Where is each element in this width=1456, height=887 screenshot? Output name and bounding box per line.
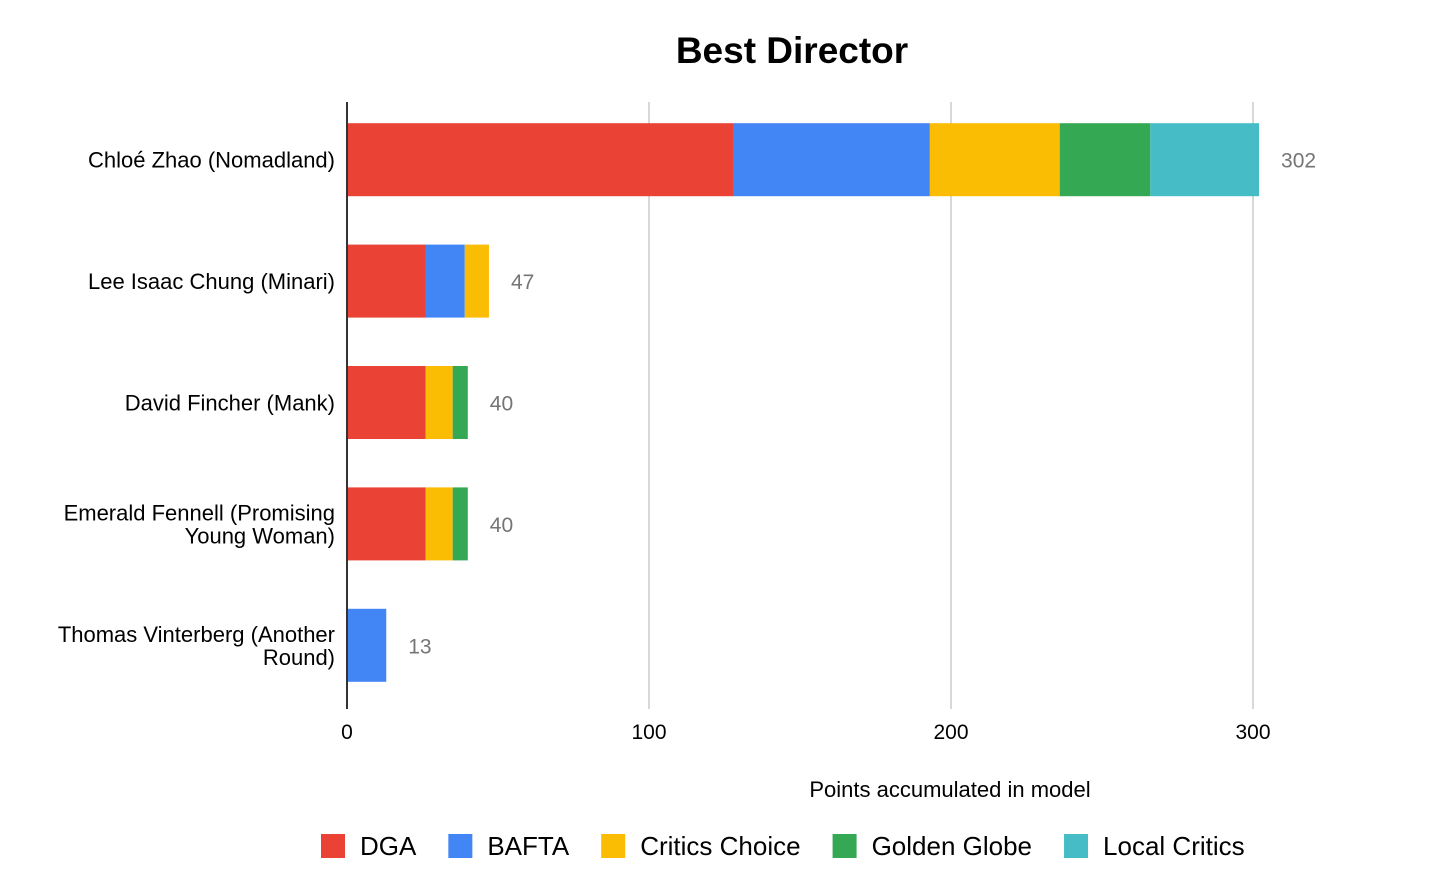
x-axis-title: Points accumulated in model [809,777,1090,802]
x-tick-label: 100 [631,721,666,744]
category-label: Lee Isaac Chung (Minari) [88,269,335,294]
legend: DGA BAFTA Critics Choice Golden Globe Local … [321,831,1245,861]
legend-swatch [832,834,857,858]
bar-segment [1059,123,1151,197]
bar-segment [347,487,426,561]
total-labels: 302 47 40 40 13 [408,150,1316,659]
bar-segment [347,244,426,318]
legend-swatch [601,834,626,858]
x-tick-labels: 0 100 200 300 [341,721,1270,744]
category-label-line: Emerald Fennell (Promising [64,500,335,525]
bar-segment [347,608,387,682]
bar-segment [425,244,465,318]
category-label-line: Chloé Zhao (Nomadland) [88,148,335,173]
category-label: Thomas Vinterberg (Another Round) [58,622,335,670]
legend-label: DGA [360,831,417,861]
category-label-line: Round) [263,645,335,670]
x-tick-label: 200 [933,721,968,744]
total-label: 47 [511,271,534,294]
total-label: 40 [490,514,513,537]
category-label-line: Thomas Vinterberg (Another [58,622,335,647]
bar-segment [425,487,453,561]
gridlines [648,102,1254,709]
category-label-line: Young Woman) [185,523,335,548]
bar-segment [733,123,930,197]
legend-label: BAFTA [487,831,570,861]
total-label: 13 [408,635,431,658]
legend-swatch [1064,834,1089,858]
bar-segment [929,123,1060,197]
bar-segment [452,487,468,561]
category-label-line: Lee Isaac Chung (Minari) [88,269,335,294]
bar-segment [1150,123,1260,197]
chart-title: Best Director [676,30,908,71]
bar-segment [464,244,489,318]
category-label: Emerald Fennell (Promising Young Woman) [64,500,335,548]
bar-segment [425,366,453,439]
legend-swatch [448,834,473,858]
legend-label: Local Critics [1103,831,1245,861]
total-label: 302 [1281,150,1316,173]
x-tick-label: 300 [1235,721,1270,744]
legend-swatch [321,834,345,858]
category-label: Chloé Zhao (Nomadland) [88,148,335,173]
bar-segment [347,123,734,197]
bars [347,123,1260,682]
bar-segment [347,366,426,439]
legend-label: Golden Globe [872,831,1032,861]
legend-label: Critics Choice [640,831,800,861]
category-label-line: David Fincher (Mank) [125,391,335,416]
category-label: David Fincher (Mank) [125,391,335,416]
total-label: 40 [490,393,513,416]
x-tick-label: 0 [341,721,353,744]
category-labels: Chloé Zhao (Nomadland) Lee Isaac Chung (M… [58,148,335,670]
bar-segment [452,366,468,439]
